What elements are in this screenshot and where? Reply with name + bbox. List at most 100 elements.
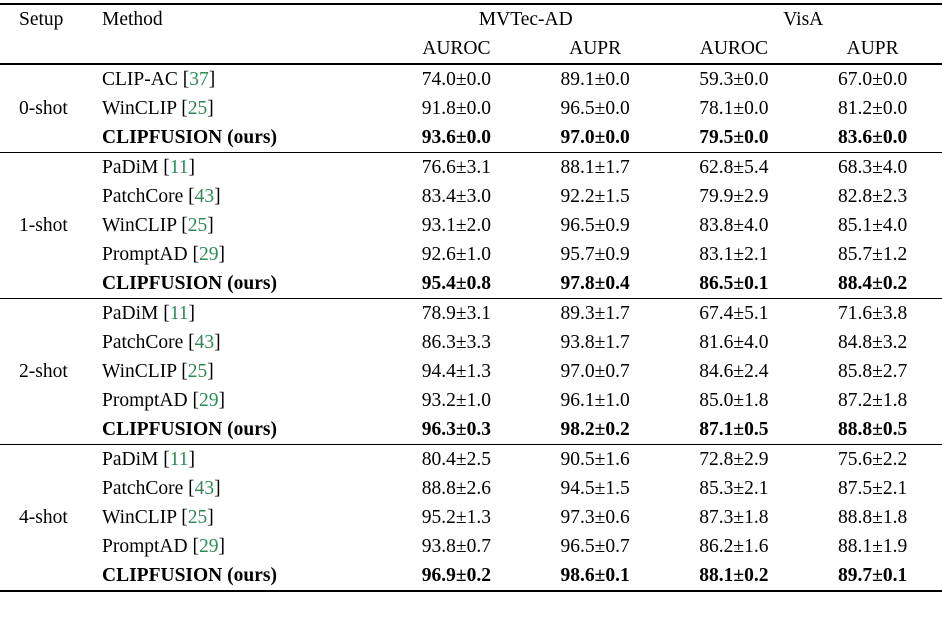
metric-value-cell: 89.3±1.7: [525, 298, 665, 328]
method-cell: CLIPFUSION (ours): [100, 123, 387, 153]
metric-value-cell: 76.6±3.1: [387, 152, 526, 182]
metric-value-cell: 96.5±0.9: [560, 215, 630, 236]
metric-value-cell: 88.1±1.7: [525, 152, 665, 182]
table-row: 2-shot PaDiM [11] 78.9±3.1 89.3±1.7 67.4±5.1…: [0, 298, 942, 445]
paper-results-table-region: Setup Method MVTec-AD VisA AUROC AUPR AU…: [0, 3, 942, 592]
method-cell: WinCLIP [25]: [102, 361, 214, 382]
method-cell: CLIPFUSION (ours): [100, 269, 387, 299]
citation-link[interactable]: 29: [198, 390, 219, 411]
metric-value-cell: 88.8±1.8: [838, 507, 908, 528]
method-name: PaDiM: [102, 157, 159, 178]
citation-link[interactable]: 43: [194, 186, 215, 207]
column-header-mvtec-auroc: AUROC: [422, 38, 491, 59]
table-row: CLIPFUSION (ours) 96.9±0.2 98.6±0.1 88.1±0.…: [0, 561, 942, 591]
metric-value-cell: 91.8±0.0: [421, 98, 491, 119]
citation-link[interactable]: 43: [194, 332, 215, 353]
metric-value-cell: 72.8±2.9: [664, 444, 804, 474]
metric-value-cell: 87.2±1.8: [838, 390, 908, 411]
citation-link[interactable]: 29: [198, 536, 219, 557]
header-row-groups: Setup Method MVTec-AD VisA: [0, 4, 942, 34]
metric-value-cell: 83.6±0.0: [838, 127, 908, 148]
results-table: Setup Method MVTec-AD VisA AUROC AUPR AU…: [0, 3, 942, 592]
citation-link[interactable]: 43: [194, 478, 215, 499]
citation-link[interactable]: 11: [169, 157, 189, 178]
method-cell: PatchCore [43]: [102, 332, 221, 353]
method-name: CLIPFUSION (ours): [102, 273, 277, 294]
method-cell: PromptAD [29]: [102, 536, 225, 557]
table-row: WinCLIP [25] 93.1±2.0 96.5±0.9 83.8±4.0 85.1…: [0, 211, 942, 240]
metric-value-cell: 87.1±0.5: [699, 419, 769, 440]
setup-label: 1-shot: [0, 152, 100, 299]
citation-link[interactable]: 37: [189, 69, 209, 90]
column-group-visa: VisA: [783, 9, 824, 30]
metric-value-cell: 95.2±1.3: [421, 507, 491, 528]
method-name: PromptAD: [102, 390, 188, 411]
column-header-setup: Setup: [19, 9, 64, 30]
metric-value-cell: 59.3±0.0: [664, 63, 804, 94]
metric-value-cell: 84.6±2.4: [699, 361, 769, 382]
method-name: WinCLIP: [102, 215, 177, 236]
column-header-visa-auroc: AUROC: [699, 38, 769, 59]
method-name: PaDiM: [102, 303, 159, 324]
metric-value-cell: 89.7±0.1: [838, 565, 908, 586]
metric-value-cell: 97.0±0.0: [560, 127, 630, 148]
method-cell: PatchCore [43]: [102, 478, 221, 499]
metric-value-cell: 89.1±0.0: [525, 63, 665, 94]
metric-value-cell: 88.8±2.6: [421, 478, 491, 499]
metric-value-cell: 87.5±2.1: [838, 478, 908, 499]
metric-value-cell: 79.9±2.9: [699, 186, 769, 207]
method-name: CLIPFUSION (ours): [102, 565, 277, 586]
method-cell: CLIPFUSION (ours): [100, 561, 387, 591]
citation-link[interactable]: 25: [187, 361, 208, 382]
metric-value-cell: 88.4±0.2: [838, 273, 908, 294]
table-row: WinCLIP [25] 94.4±1.3 97.0±0.7 84.6±2.4 85.8…: [0, 357, 942, 386]
metric-value-cell: 83.8±4.0: [699, 215, 769, 236]
citation-link[interactable]: 11: [169, 449, 189, 470]
citation-link[interactable]: 11: [169, 303, 189, 324]
metric-value-cell: 98.2±0.2: [560, 419, 630, 440]
method-name: WinCLIP: [102, 98, 177, 119]
method-name: CLIPFUSION (ours): [102, 419, 277, 440]
metric-value-cell: 93.1±2.0: [421, 215, 491, 236]
table-row: PatchCore [43] 83.4±3.0 92.2±1.5 79.9±2.9 82…: [0, 182, 942, 211]
method-name: PatchCore: [102, 186, 184, 207]
metric-value-cell: 97.8±0.4: [560, 273, 630, 294]
method-cell: WinCLIP [25]: [102, 215, 214, 236]
metric-value-cell: 97.3±0.6: [560, 507, 630, 528]
table-row: PatchCore [43] 88.8±2.6 94.5±1.5 85.3±2.1 87…: [0, 474, 942, 503]
citation-link[interactable]: 25: [187, 507, 208, 528]
metric-value-cell: 95.4±0.8: [421, 273, 491, 294]
metric-value-cell: 78.9±3.1: [387, 298, 526, 328]
method-cell: CLIPFUSION (ours): [100, 415, 387, 445]
citation-link[interactable]: 29: [198, 244, 219, 265]
metric-value-cell: 85.1±4.0: [838, 215, 908, 236]
metric-value-cell: 86.2±1.6: [699, 536, 769, 557]
metric-value-cell: 87.3±1.8: [699, 507, 769, 528]
metric-value-cell: 62.8±5.4: [664, 152, 804, 182]
citation-link[interactable]: 25: [187, 215, 208, 236]
header-row-metrics: AUROC AUPR AUROC AUPR: [0, 34, 942, 64]
setup-label: 4-shot: [0, 444, 100, 591]
method-name: PatchCore: [102, 478, 184, 499]
setup-label: 0-shot: [0, 63, 100, 153]
metric-value-cell: 88.1±1.9: [838, 536, 908, 557]
metric-value-cell: 78.1±0.0: [699, 98, 769, 119]
table-row: CLIPFUSION (ours) 95.4±0.8 97.8±0.4 86.5±0.…: [0, 269, 942, 299]
results-table-body: 0-shot CLIP-AC [37] 74.0±0.0 89.1±0.0 59.3±0…: [0, 63, 942, 591]
metric-value-cell: 74.0±0.0: [387, 63, 526, 94]
metric-value-cell: 96.1±1.0: [560, 390, 630, 411]
metric-value-cell: 81.6±4.0: [699, 332, 769, 353]
method-name: WinCLIP: [102, 361, 177, 382]
method-cell: WinCLIP [25]: [102, 98, 214, 119]
metric-value-cell: 97.0±0.7: [560, 361, 630, 382]
method-cell: PromptAD [29]: [102, 390, 225, 411]
table-row: PatchCore [43] 86.3±3.3 93.8±1.7 81.6±4.0 84…: [0, 328, 942, 357]
citation-link[interactable]: 25: [187, 98, 208, 119]
metric-value-cell: 71.6±3.8: [803, 298, 942, 328]
metric-value-cell: 92.2±1.5: [560, 186, 630, 207]
metric-value-cell: 83.4±3.0: [421, 186, 491, 207]
metric-value-cell: 93.8±1.7: [560, 332, 630, 353]
method-cell: WinCLIP [25]: [102, 507, 214, 528]
metric-value-cell: 96.3±0.3: [421, 419, 491, 440]
table-row: PromptAD [29] 93.2±1.0 96.1±1.0 85.0±1.8 87.…: [0, 386, 942, 415]
